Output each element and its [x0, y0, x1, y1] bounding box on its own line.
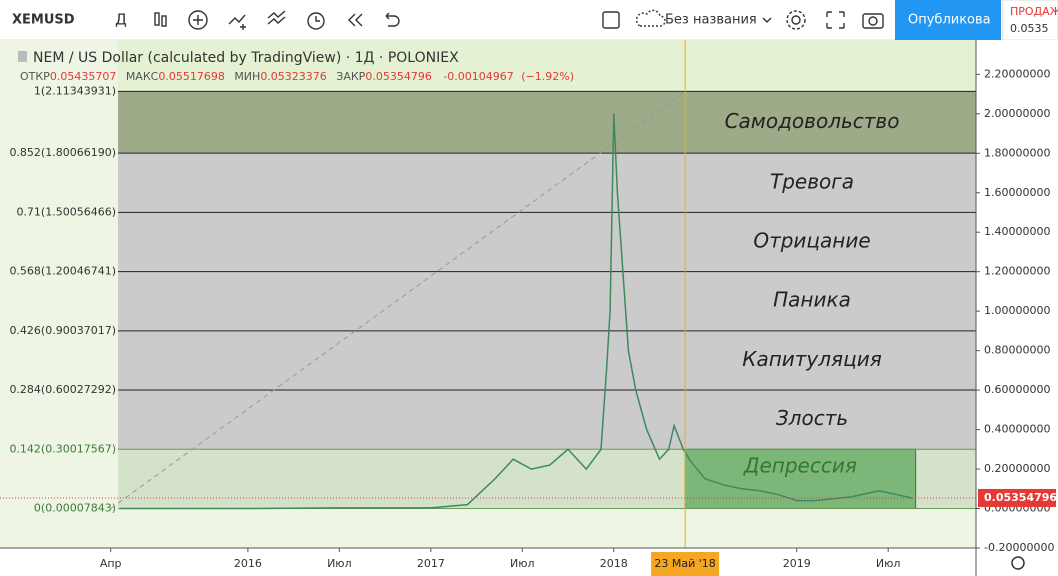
zone-label: Тревога	[770, 169, 854, 193]
publish-button[interactable]	[895, 0, 1001, 40]
symbol[interactable]: XEMUSD	[12, 13, 75, 28]
sell-label[interactable]: ПРОДАЖ	[1010, 5, 1058, 18]
y-tick-label: 2.00000000	[984, 107, 1050, 120]
change: -0.00104967	[443, 70, 513, 83]
fib-label: 1(2.11343931)	[34, 84, 116, 97]
fib-zone	[118, 153, 976, 213]
last-price-box	[978, 488, 1056, 507]
sell-price[interactable]: 0.0535	[1010, 22, 1049, 35]
zone-label: Отрицание	[753, 228, 870, 252]
toolbar	[0, 0, 1058, 40]
fib-label: 0.142(0.30017567)	[9, 442, 116, 455]
ohlc-value: 0.05517698	[158, 70, 224, 83]
y-tick-label: 0.80000000	[984, 344, 1050, 357]
plot: 1(2.11343931) 0.852(1.80066190) 0.71(1.500…	[0, 40, 1058, 576]
ohlc-label: ЗАКР	[336, 70, 365, 83]
x-tick-label: Июл	[510, 557, 535, 570]
y-tick-label: 2.20000000	[984, 67, 1050, 80]
y-tick-label: -0.20000000	[984, 541, 1054, 554]
fib-label: 0.426(0.90037017)	[9, 324, 116, 337]
time-axis	[0, 548, 976, 576]
ohlc-label: МАКС	[126, 70, 159, 83]
y-tick-label: 1.80000000	[984, 146, 1050, 159]
settings-icon[interactable]	[1011, 556, 1025, 570]
fib-label: 0.852(1.80066190)	[9, 146, 116, 159]
y-tick-label: 0.40000000	[984, 423, 1050, 436]
fib-label: 0(0.00007843)	[34, 502, 116, 515]
ohlc-value: 0.05435707	[50, 70, 116, 83]
zone-label: Капитуляция	[742, 347, 881, 371]
zone-label: Злость	[776, 406, 848, 430]
x-tick-label: 2018	[600, 557, 628, 570]
fib-label: 0.71(1.50056466)	[16, 205, 116, 218]
x-tick-label: 2016	[234, 557, 262, 570]
zone-label: Самодовольство	[725, 109, 900, 133]
publish-label[interactable]: Опубликова	[908, 13, 991, 28]
layout-name[interactable]: Без названия	[665, 13, 757, 28]
y-tick-label: 1.40000000	[984, 225, 1050, 238]
zone-label: Депрессия	[743, 453, 857, 477]
x-tick-label: 2017	[417, 557, 445, 570]
price-line	[119, 113, 913, 510]
fib-zone	[118, 390, 976, 450]
fib-label: 0.568(1.20046741)	[9, 265, 116, 278]
fib-top-area	[118, 40, 976, 92]
ohlc-value: 0.05354796	[365, 70, 431, 83]
interval[interactable]: Д	[115, 11, 127, 29]
crosshair-box	[651, 552, 720, 576]
x-tick-label: 2019	[783, 557, 811, 570]
y-tick-label: 1.60000000	[984, 186, 1050, 199]
fib-label: 0.284(0.60027292)	[9, 383, 116, 396]
y-tick-label: 0.20000000	[984, 462, 1050, 475]
crosshair-label: 23 Май '18	[654, 557, 715, 570]
trend-line	[110, 91, 686, 509]
ohlc-label: МИН	[234, 70, 260, 83]
y-tick-label: 0.60000000	[984, 383, 1050, 396]
fib-zone	[118, 330, 976, 391]
y-tick-label: 1.20000000	[984, 265, 1050, 278]
fib-zone	[118, 212, 976, 272]
sell-box[interactable]	[1002, 0, 1058, 41]
zone-label: Паника	[773, 288, 851, 312]
x-tick-label: Июл	[327, 557, 352, 570]
toolbar-icons[interactable]	[154, 9, 884, 30]
fib-zone	[118, 91, 976, 154]
fib-zone	[118, 271, 976, 331]
legend-title[interactable]: NEM / US Dollar (calculated by TradingVi…	[33, 50, 459, 66]
ohlc-line: ОТКР0.05435707 МАКС0.05517698 МИН0.05323…	[20, 70, 574, 83]
x-tick-label: Июл	[876, 557, 901, 570]
price-axis	[976, 40, 1058, 576]
x-tick-label: Апр	[100, 557, 122, 570]
last-price-label: 0.05354796	[984, 491, 1057, 504]
series-icon	[18, 51, 27, 62]
ohlc-value: 0.05323376	[260, 70, 326, 83]
y-tick-label: 1.00000000	[984, 304, 1050, 317]
depression-box	[684, 448, 917, 510]
change-pct: (−1.92%)	[521, 70, 574, 83]
ohlc-label: ОТКР	[20, 70, 50, 83]
